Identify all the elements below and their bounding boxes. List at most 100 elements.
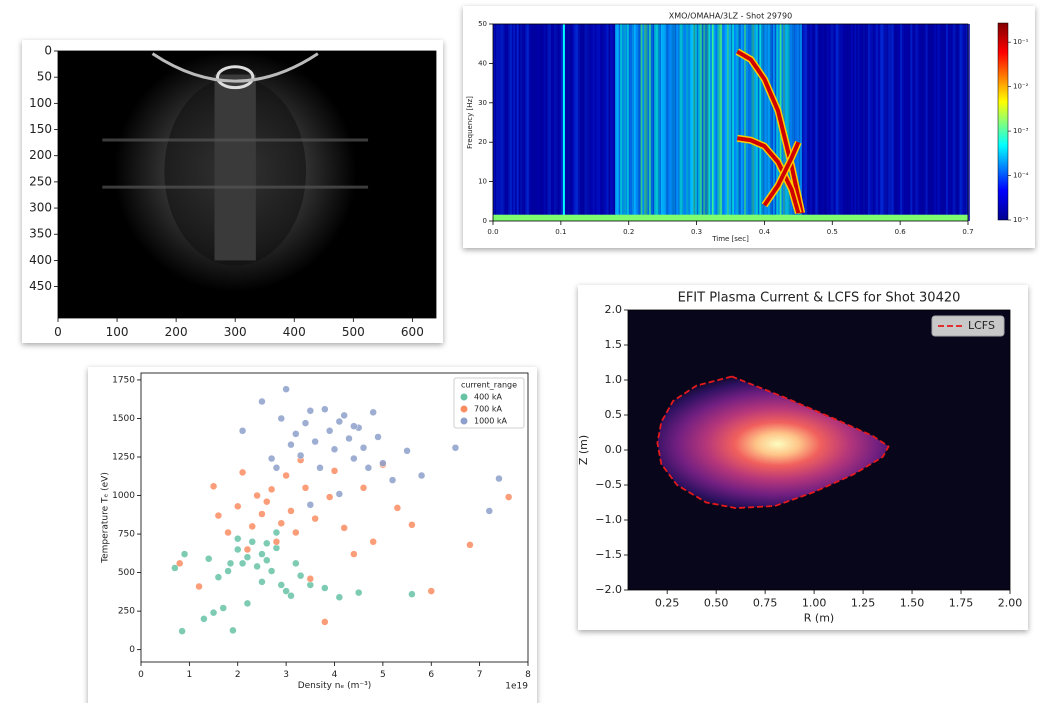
y-tick-label: 0 (129, 645, 135, 655)
x-offset-label: 1e19 (505, 682, 528, 692)
point (312, 438, 319, 445)
point (225, 529, 232, 536)
legend-marker (461, 394, 468, 401)
y-tick-label: 0.5 (605, 408, 623, 421)
point (355, 589, 362, 596)
point (254, 563, 261, 570)
y-tick-label: 1250 (112, 453, 135, 463)
spectrogram-line (563, 24, 565, 221)
point (307, 501, 314, 508)
point (307, 407, 314, 414)
point (418, 472, 425, 479)
point (278, 581, 285, 588)
point (394, 504, 401, 511)
y-axis-label: Z (m) (577, 435, 590, 465)
x-tick-label: 0.2 (623, 228, 634, 236)
point (350, 423, 357, 430)
colorbar-tick-label: 10⁻⁴ (1013, 172, 1029, 180)
point (326, 427, 333, 434)
point (312, 515, 319, 522)
point (244, 600, 251, 607)
point (389, 477, 396, 484)
point (331, 446, 338, 453)
colorbar-tick-label: 10⁻⁵ (1013, 216, 1029, 224)
point (181, 551, 188, 558)
point (244, 546, 251, 553)
legend-title: current_range (461, 381, 517, 390)
x-tick-label: 0.5 (827, 228, 838, 236)
point (263, 557, 270, 564)
point (336, 418, 343, 425)
point (404, 447, 411, 454)
y-tick-label: 300 (29, 201, 52, 215)
point (350, 551, 357, 558)
colorbar (998, 23, 1008, 220)
x-tick-label: 0.6 (895, 228, 907, 236)
x-tick-label: 300 (224, 325, 247, 339)
colorbar-tick-label: 10⁻³ (1013, 127, 1029, 135)
point (239, 560, 246, 567)
y-tick-label: 500 (118, 568, 135, 578)
point (273, 464, 280, 471)
point (215, 512, 222, 519)
point (466, 541, 473, 548)
y-tick-label: 350 (29, 227, 52, 241)
y-tick-label: 1.0 (605, 373, 623, 386)
x-tick-label: 0.0 (487, 228, 498, 236)
point (278, 520, 285, 527)
y-tick-label: 1000 (112, 491, 135, 501)
point (326, 494, 333, 501)
point (249, 538, 256, 545)
point (428, 588, 435, 595)
point (227, 560, 234, 567)
point (292, 529, 299, 536)
y-tick-label: 0 (483, 217, 487, 225)
point (268, 455, 275, 462)
y-tick-label: 400 (29, 253, 52, 267)
y-tick-label: −0.5 (595, 478, 622, 491)
collage: 0100200300400500600050100150200250300350… (0, 0, 1040, 703)
colorbar-tick-label: 10⁻¹ (1013, 38, 1029, 46)
point (200, 615, 207, 622)
point (370, 409, 377, 416)
x-tick-label: 100 (106, 325, 129, 339)
point (244, 554, 251, 561)
x-tick-label: 1.00 (802, 597, 827, 610)
legend-marker (461, 406, 468, 413)
point (297, 572, 304, 579)
y-tick-label: 30 (478, 99, 487, 107)
point (360, 484, 367, 491)
y-axis-label: Temperature Tₑ (eV) (101, 472, 111, 564)
point (287, 592, 294, 599)
x-tick-label: 0.4 (759, 228, 771, 236)
x-tick-label: 200 (165, 325, 188, 339)
point (341, 412, 348, 419)
point (287, 507, 294, 514)
y-tick-label: −2.0 (595, 583, 622, 596)
x-tick-label: 7 (477, 670, 483, 680)
point (263, 498, 270, 505)
x-tick-label: 1.75 (949, 597, 974, 610)
point (336, 594, 343, 601)
point (220, 605, 227, 612)
x-tick-label: 1.50 (900, 597, 925, 610)
x-tick-label: 8 (525, 670, 531, 680)
point (375, 433, 382, 440)
point (370, 538, 377, 545)
point (505, 494, 512, 501)
point (278, 415, 285, 422)
point (258, 578, 265, 585)
point (292, 430, 299, 437)
center-column (215, 75, 256, 261)
point (234, 503, 241, 510)
y-tick-label: 1500 (112, 414, 135, 424)
y-axis-label: Frequency [Hz] (466, 96, 474, 149)
x-tick-label: 500 (342, 325, 365, 339)
point (179, 628, 186, 635)
point (350, 455, 357, 462)
point (452, 444, 459, 451)
point (336, 490, 343, 497)
x-tick-label: 600 (401, 325, 424, 339)
point (273, 529, 280, 536)
point (297, 452, 304, 459)
